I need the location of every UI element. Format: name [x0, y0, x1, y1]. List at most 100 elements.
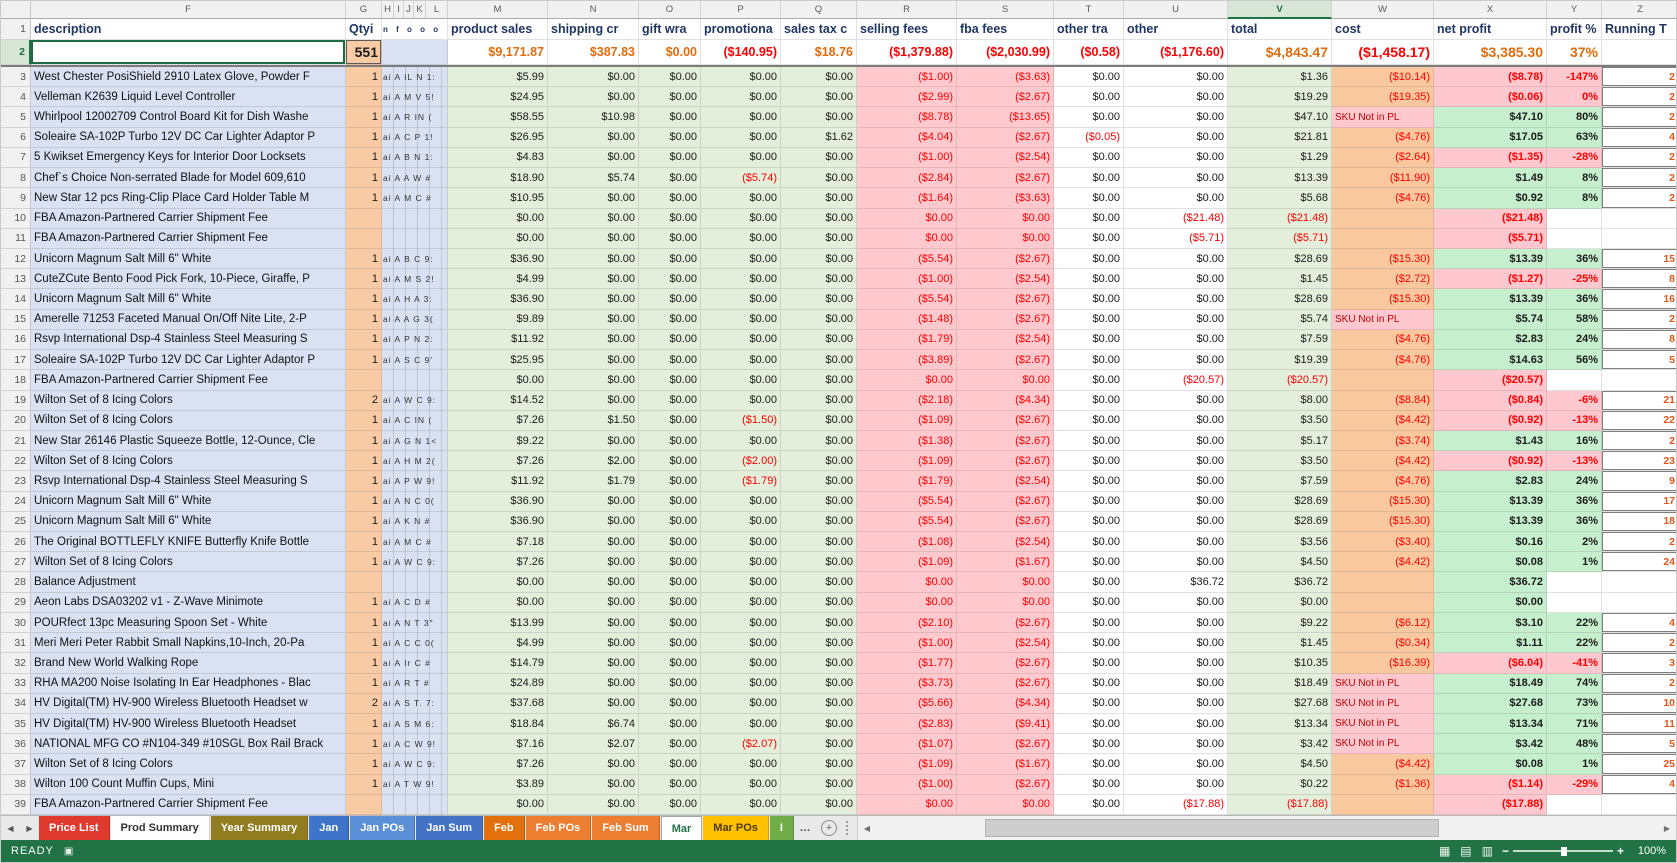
cell-net-profit[interactable]: ($0.92) — [1434, 410, 1547, 431]
row-header-37[interactable]: 37 — [1, 754, 31, 775]
cell-selling-fees[interactable]: ($2.83) — [857, 714, 957, 735]
cell-other-transaction[interactable]: $0.00 — [1054, 188, 1124, 209]
cell-order-id[interactable]: ai A M C # — [382, 188, 448, 209]
cell-qty[interactable]: 1 — [346, 774, 382, 795]
header-product-sales[interactable]: product sales — [448, 19, 548, 40]
sheet-tab-feb-sum[interactable]: Feb Sum — [592, 816, 660, 840]
cell-other[interactable]: $0.00 — [1124, 552, 1228, 573]
cell-shipping-credits[interactable]: $0.00 — [548, 329, 639, 351]
cell-running-total[interactable]: 8 — [1602, 269, 1676, 290]
sheet-tab-price-list[interactable]: Price List — [39, 816, 110, 840]
cell-qty[interactable] — [346, 794, 382, 815]
cell-running-total[interactable]: 18 — [1602, 512, 1676, 533]
cell-running-total[interactable] — [1602, 794, 1676, 815]
cell-description[interactable]: New Star 12 pcs Ring-Clip Place Card Hol… — [31, 188, 346, 209]
cell-shipping-credits[interactable]: $10.98 — [548, 107, 639, 128]
cell-promotional[interactable]: $0.00 — [701, 673, 781, 694]
cell-profit-pct[interactable]: -13% — [1547, 410, 1602, 431]
cell-running-total[interactable]: 8 — [1602, 330, 1676, 351]
cell-order-id[interactable]: ai A N C 0( — [382, 491, 448, 512]
cell-fba-fees[interactable]: ($2.67) — [957, 511, 1054, 533]
cell-order-id[interactable]: ai A C D # — [382, 592, 448, 613]
cell-net-profit[interactable]: $2.83 — [1434, 471, 1547, 492]
cell-profit-pct[interactable]: -41% — [1547, 653, 1602, 674]
cell-shipping-credits[interactable]: $0.00 — [548, 592, 639, 613]
cell-profit-pct[interactable]: 22% — [1547, 633, 1602, 654]
cell-gift-wrap[interactable]: $0.00 — [639, 552, 701, 573]
cell-fba-fees[interactable]: ($2.54) — [957, 471, 1054, 492]
sheet-tab-jan-pos[interactable]: Jan POs — [350, 816, 416, 840]
cell-order-id[interactable] — [382, 228, 448, 249]
cell-selling-fees[interactable]: ($1.64) — [857, 188, 957, 209]
cell-fba-fees[interactable]: ($9.41) — [957, 714, 1054, 735]
cell-running-total[interactable] — [1602, 592, 1676, 613]
sheet-nav-right-icon[interactable]: ▶ — [26, 823, 33, 833]
cell-selling-fees[interactable]: ($1.00) — [857, 774, 957, 795]
cell-shipping-credits[interactable]: $0.00 — [548, 269, 639, 290]
cell-total[interactable]: $3.50 — [1228, 410, 1332, 431]
cell-running-total[interactable]: 3 — [1602, 653, 1676, 674]
cell-selling-fees[interactable]: ($1.48) — [857, 309, 957, 330]
sheet-tab-prod-summary[interactable]: Prod Summary — [110, 816, 210, 840]
cell-running-total[interactable]: 11 — [1602, 714, 1676, 735]
cell-shipping-credits[interactable]: $0.00 — [548, 673, 639, 694]
cell-promotional[interactable]: $0.00 — [701, 572, 781, 593]
cell-other[interactable]: $0.00 — [1124, 188, 1228, 209]
cell-profit-pct[interactable]: 24% — [1547, 471, 1602, 492]
cell-description[interactable]: Unicorn Magnum Salt Mill 6" White — [31, 289, 346, 310]
cell-description[interactable]: The Original BOTTLEFLY KNIFE Butterfly K… — [31, 532, 346, 553]
cell-other-transaction[interactable]: $0.00 — [1054, 329, 1124, 351]
cell-total[interactable]: ($20.57) — [1228, 370, 1332, 391]
total-cell[interactable]: 37% — [1547, 40, 1602, 65]
cell-sales-tax[interactable]: $0.00 — [781, 208, 857, 229]
cell-promotional[interactable]: ($2.00) — [701, 451, 781, 472]
cell-order-id[interactable]: ai A B C 9: — [382, 248, 448, 270]
cell-total[interactable]: $19.39 — [1228, 350, 1332, 371]
cell-other-transaction[interactable]: $0.00 — [1054, 147, 1124, 169]
cell-selling-fees[interactable]: ($1.38) — [857, 430, 957, 452]
column-header-n[interactable]: N — [548, 1, 639, 19]
cell-running-total[interactable]: 2 — [1602, 67, 1676, 88]
cell-profit-pct[interactable]: 16% — [1547, 430, 1602, 452]
cell-running-total[interactable]: 22 — [1602, 411, 1676, 431]
cell-shipping-credits[interactable]: $0.00 — [548, 127, 639, 148]
cell-cost[interactable]: SKU Not in PL — [1332, 693, 1434, 714]
cell-net-profit[interactable]: ($21.48) — [1434, 208, 1547, 229]
row-header-39[interactable]: 39 — [1, 794, 31, 815]
cell-description[interactable]: Unicorn Magnum Salt Mill 6" White — [31, 491, 346, 512]
cell-gift-wrap[interactable]: $0.00 — [639, 67, 701, 88]
cell-product-sales[interactable]: $9.89 — [448, 309, 548, 330]
cell-other-transaction[interactable]: $0.00 — [1054, 633, 1124, 654]
cell-running-total[interactable]: 2 — [1602, 188, 1676, 209]
cell-gift-wrap[interactable]: $0.00 — [639, 714, 701, 735]
cell-other-transaction[interactable]: $0.00 — [1054, 430, 1124, 452]
cell-fba-fees[interactable]: ($2.67) — [957, 289, 1054, 310]
zoom-out-icon[interactable]: − — [1501, 844, 1509, 858]
cell-qty[interactable]: 1 — [346, 612, 382, 634]
header-profit[interactable]: profit % — [1547, 19, 1602, 40]
cell-other-transaction[interactable]: $0.00 — [1054, 612, 1124, 634]
cell-sales-tax[interactable]: $0.00 — [781, 390, 857, 411]
cell-sales-tax[interactable]: $0.00 — [781, 511, 857, 533]
cell-net-profit[interactable]: $1.43 — [1434, 430, 1547, 452]
cell-description[interactable]: Rsvp International Dsp-4 Stainless Steel… — [31, 329, 346, 351]
column-header-z[interactable]: Z — [1602, 1, 1676, 19]
cell-shipping-credits[interactable]: $0.00 — [548, 511, 639, 533]
cell-description[interactable]: RHA MA200 Noise Isolating In Ear Headpho… — [31, 673, 346, 694]
cell-selling-fees[interactable]: $0.00 — [857, 794, 957, 815]
cell-promotional[interactable]: ($1.50) — [701, 410, 781, 431]
cell-selling-fees[interactable]: ($1.08) — [857, 532, 957, 553]
zoom-slider[interactable] — [1512, 845, 1613, 857]
cell-other-transaction[interactable]: $0.00 — [1054, 248, 1124, 270]
cell-promotional[interactable]: $0.00 — [701, 228, 781, 249]
cell-net-profit[interactable]: ($1.27) — [1434, 269, 1547, 290]
cell-shipping-credits[interactable]: $0.00 — [548, 390, 639, 411]
cell-net-profit[interactable]: ($5.71) — [1434, 228, 1547, 249]
cell-other[interactable]: $0.00 — [1124, 734, 1228, 755]
cell-cost[interactable]: ($4.76) — [1332, 350, 1434, 371]
cell-description[interactable]: Whirlpool 12002709 Control Board Kit for… — [31, 107, 346, 128]
cell-other-transaction[interactable]: $0.00 — [1054, 309, 1124, 330]
cell-order-id[interactable]: ai A N T 3" — [382, 612, 448, 634]
cell-promotional[interactable]: ($1.79) — [701, 471, 781, 492]
cell-running-total[interactable]: 9 — [1602, 471, 1676, 492]
